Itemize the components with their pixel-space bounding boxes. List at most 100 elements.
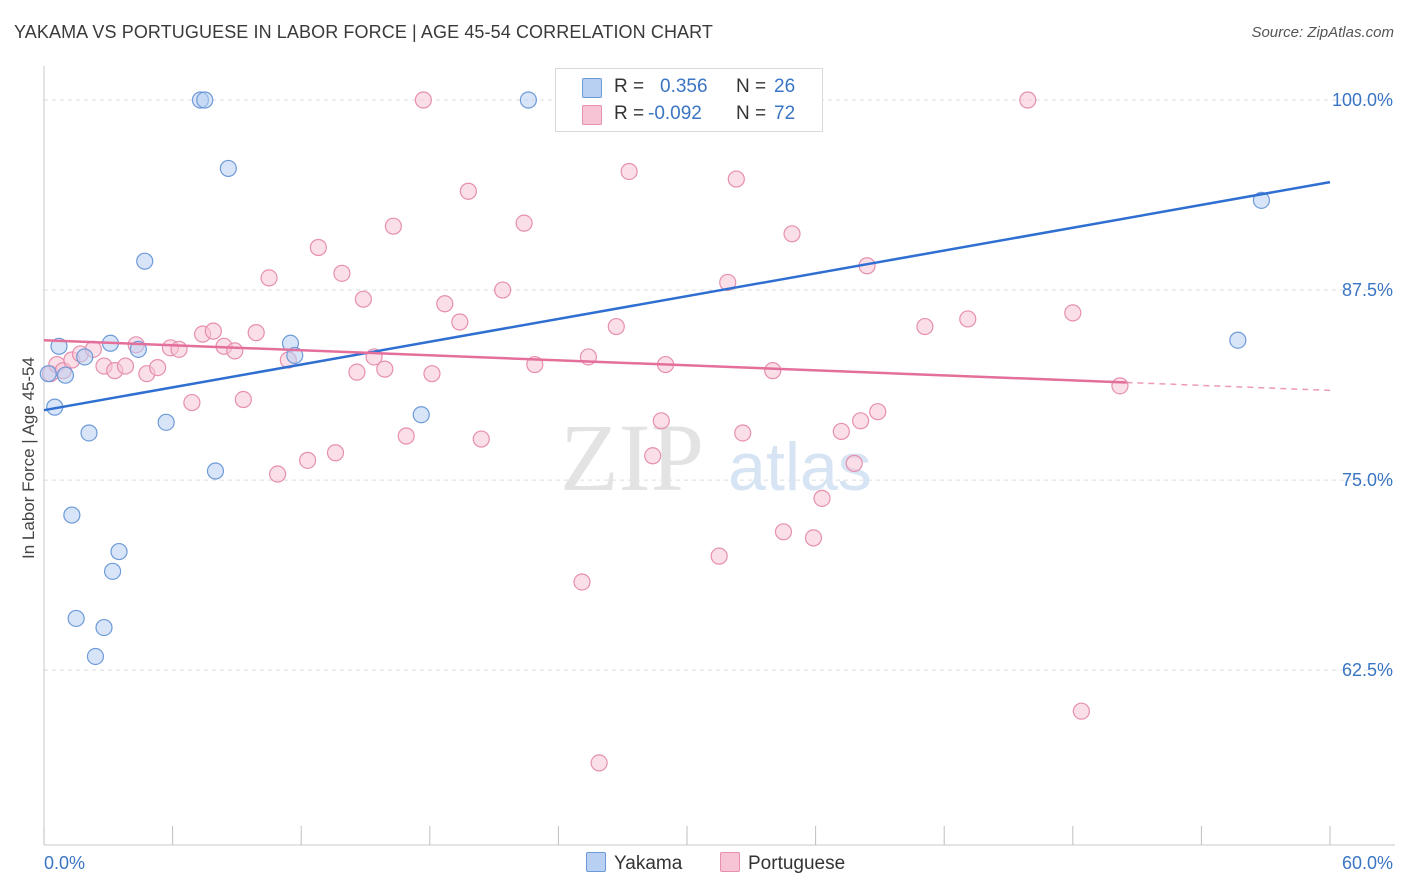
x-tick-label-max: 60.0% [1342, 853, 1393, 873]
portuguese-point [764, 362, 782, 380]
yakama-point [129, 340, 147, 358]
yakama-point [50, 337, 68, 355]
portuguese-point [414, 91, 432, 109]
portuguese-point [1064, 304, 1082, 322]
portuguese-point [423, 365, 441, 383]
portuguese-point [607, 317, 625, 336]
portuguese-point [204, 322, 222, 340]
portuguese-point [260, 269, 278, 287]
portuguese-trend-line-extension [1126, 381, 1331, 392]
y-tick-label-1: 87.5% [1342, 280, 1393, 300]
legend-r-label: R = [614, 76, 645, 97]
portuguese-point [620, 162, 638, 181]
y-tick-label-2: 75.0% [1342, 470, 1393, 490]
portuguese-point [783, 225, 801, 243]
portuguese-point [727, 170, 745, 188]
legend-n-value-portuguese: 72 [774, 103, 796, 124]
yakama-point [196, 91, 214, 109]
series-legend-label-yakama: Yakama [614, 853, 683, 874]
portuguese-point [774, 523, 793, 541]
portuguese-point [234, 390, 252, 409]
yakama-point [39, 365, 57, 383]
portuguese-point [1072, 702, 1090, 720]
trend-lines [43, 180, 1331, 412]
portuguese-point [734, 424, 752, 442]
yakama-point [219, 159, 237, 178]
axis-labels: 100.0% 87.5% 75.0% 62.5% 0.0% 60.0% In Labor F… [19, 90, 1393, 873]
portuguese-point [309, 238, 327, 257]
yakama-point [206, 462, 225, 480]
portuguese-point [652, 412, 670, 430]
yakama-point [63, 506, 81, 524]
y-tick-label-3: 62.5% [1342, 660, 1393, 680]
legend-n-value-yakama: 26 [774, 76, 796, 97]
portuguese-point [852, 412, 870, 430]
legend-row-yakama: R = 0.356 N = 26 [556, 73, 822, 101]
yakama-point [519, 91, 537, 109]
series-legend-label-portuguese: Portuguese [748, 853, 846, 874]
legend-swatch-portuguese [582, 105, 602, 125]
portuguese-point [845, 454, 863, 472]
yakama-point [110, 542, 128, 561]
series-legend-swatch-yakama [586, 852, 606, 872]
portuguese-point [1111, 377, 1129, 395]
axes [43, 66, 1395, 846]
portuguese-point [1019, 91, 1037, 109]
portuguese-point [247, 324, 265, 342]
legend-row-portuguese: R = -0.092 N = 72 [556, 100, 822, 128]
legend-r-value-portuguese: -0.092 [648, 103, 702, 124]
yakama-point [412, 406, 430, 424]
portuguese-point [451, 313, 469, 331]
portuguese-point [299, 451, 317, 469]
series-legend-portuguese: Portuguese [720, 852, 845, 875]
portuguese-point [226, 342, 244, 360]
yakama-point [56, 366, 75, 384]
portuguese-point [436, 295, 454, 313]
gridlines [44, 99, 1390, 671]
portuguese-point [869, 403, 887, 421]
yakama-point [286, 346, 304, 365]
portuguese-point [813, 489, 831, 507]
portuguese-point [354, 290, 372, 308]
chart-title: YAKAMA VS PORTUGUESE IN LABOR FORCE | AG… [14, 22, 714, 42]
portuguese-point [384, 217, 402, 235]
portuguese-trend-line [43, 338, 1127, 384]
legend-n-label: N = [736, 76, 767, 97]
yakama-point [136, 252, 154, 270]
portuguese-point [397, 427, 415, 445]
data-points [39, 91, 1271, 772]
source-label: Source: ZipAtlas.com [1251, 24, 1394, 41]
yakama-point [95, 618, 113, 637]
legend-r-label: R = [614, 103, 645, 124]
y-tick-label-0: 100.0% [1332, 90, 1393, 110]
portuguese-point [959, 310, 977, 328]
portuguese-point [376, 360, 394, 378]
portuguese-point [916, 317, 934, 336]
yakama-point [80, 424, 98, 442]
yakama-point [76, 348, 94, 366]
portuguese-point [573, 573, 591, 591]
legend-n-label: N = [736, 103, 767, 124]
portuguese-point [804, 529, 823, 547]
portuguese-point [459, 182, 477, 200]
portuguese-point [494, 281, 512, 299]
portuguese-point [348, 363, 366, 381]
portuguese-point [333, 264, 351, 282]
yakama-point [1229, 331, 1247, 349]
watermark-zip: ZIP [560, 404, 704, 511]
yakama-point [67, 609, 85, 628]
portuguese-point [515, 214, 533, 232]
y-axis-label: In Labor Force | Age 45-54 [19, 357, 38, 559]
yakama-point [103, 562, 122, 580]
portuguese-point [644, 447, 662, 465]
portuguese-point [170, 340, 188, 358]
legend-r-value-yakama: 0.356 [660, 76, 708, 97]
yakama-point [86, 647, 105, 666]
portuguese-point [710, 547, 728, 565]
portuguese-point [472, 430, 490, 448]
x-tick-label-min: 0.0% [44, 853, 85, 873]
yakama-trend-line [43, 180, 1331, 412]
yakama-point [157, 413, 175, 431]
portuguese-point [719, 273, 737, 292]
portuguese-point [590, 754, 608, 772]
